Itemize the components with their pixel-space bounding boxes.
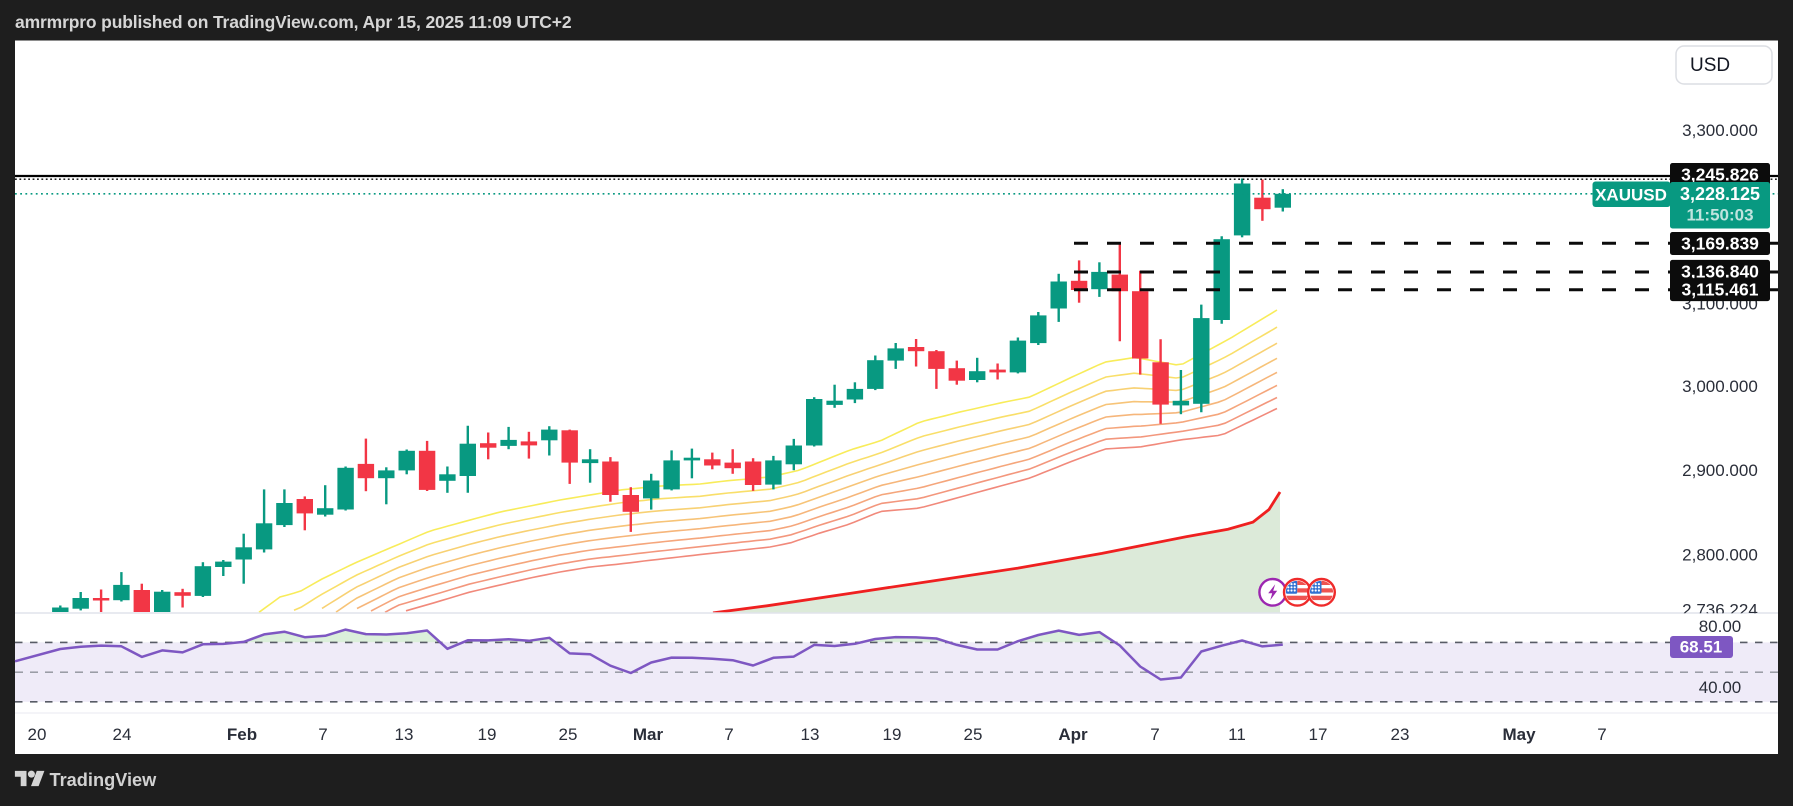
svg-text:25: 25 xyxy=(559,725,578,744)
svg-text:Feb: Feb xyxy=(227,725,257,744)
svg-text:24: 24 xyxy=(113,725,132,744)
svg-text:11:50:03: 11:50:03 xyxy=(1686,206,1753,225)
svg-text:7: 7 xyxy=(724,725,733,744)
svg-text:19: 19 xyxy=(883,725,902,744)
svg-text:Apr: Apr xyxy=(1058,725,1088,744)
svg-text:11: 11 xyxy=(1228,725,1246,744)
svg-text:XAUUSD: XAUUSD xyxy=(1595,186,1667,205)
svg-text:USD: USD xyxy=(1690,55,1730,76)
svg-text:amrmrpro published on TradingV: amrmrpro published on TradingView.com, A… xyxy=(15,12,572,32)
svg-text:3,169.839: 3,169.839 xyxy=(1681,234,1759,254)
svg-text:3,228.125: 3,228.125 xyxy=(1680,184,1760,204)
svg-text:7: 7 xyxy=(318,725,327,744)
svg-text:2,900.000: 2,900.000 xyxy=(1682,461,1758,480)
svg-text:Mar: Mar xyxy=(633,725,664,744)
svg-text:25: 25 xyxy=(964,725,983,744)
svg-text:2,736.224: 2,736.224 xyxy=(1682,601,1758,620)
svg-text:13: 13 xyxy=(395,725,414,744)
svg-text:23: 23 xyxy=(1391,725,1410,744)
svg-text:13: 13 xyxy=(801,725,820,744)
svg-text:7: 7 xyxy=(1150,725,1159,744)
svg-text:17: 17 xyxy=(1309,725,1328,744)
svg-text:40.00: 40.00 xyxy=(1699,678,1742,697)
svg-text:3,000.000: 3,000.000 xyxy=(1682,377,1758,396)
svg-text:TradingView: TradingView xyxy=(50,770,158,790)
svg-text:3,115.461: 3,115.461 xyxy=(1682,280,1759,300)
svg-text:80.00: 80.00 xyxy=(1699,617,1742,636)
svg-text:20: 20 xyxy=(28,725,47,744)
svg-text:3,136.840: 3,136.840 xyxy=(1681,261,1759,281)
svg-text:3,300.000: 3,300.000 xyxy=(1682,121,1758,140)
svg-text:3,245.826: 3,245.826 xyxy=(1681,165,1759,185)
svg-text:May: May xyxy=(1502,725,1536,744)
svg-text:19: 19 xyxy=(478,725,497,744)
svg-text:7: 7 xyxy=(1597,725,1606,744)
svg-text:2,800.000: 2,800.000 xyxy=(1682,546,1758,565)
svg-text:68.51: 68.51 xyxy=(1680,638,1723,657)
